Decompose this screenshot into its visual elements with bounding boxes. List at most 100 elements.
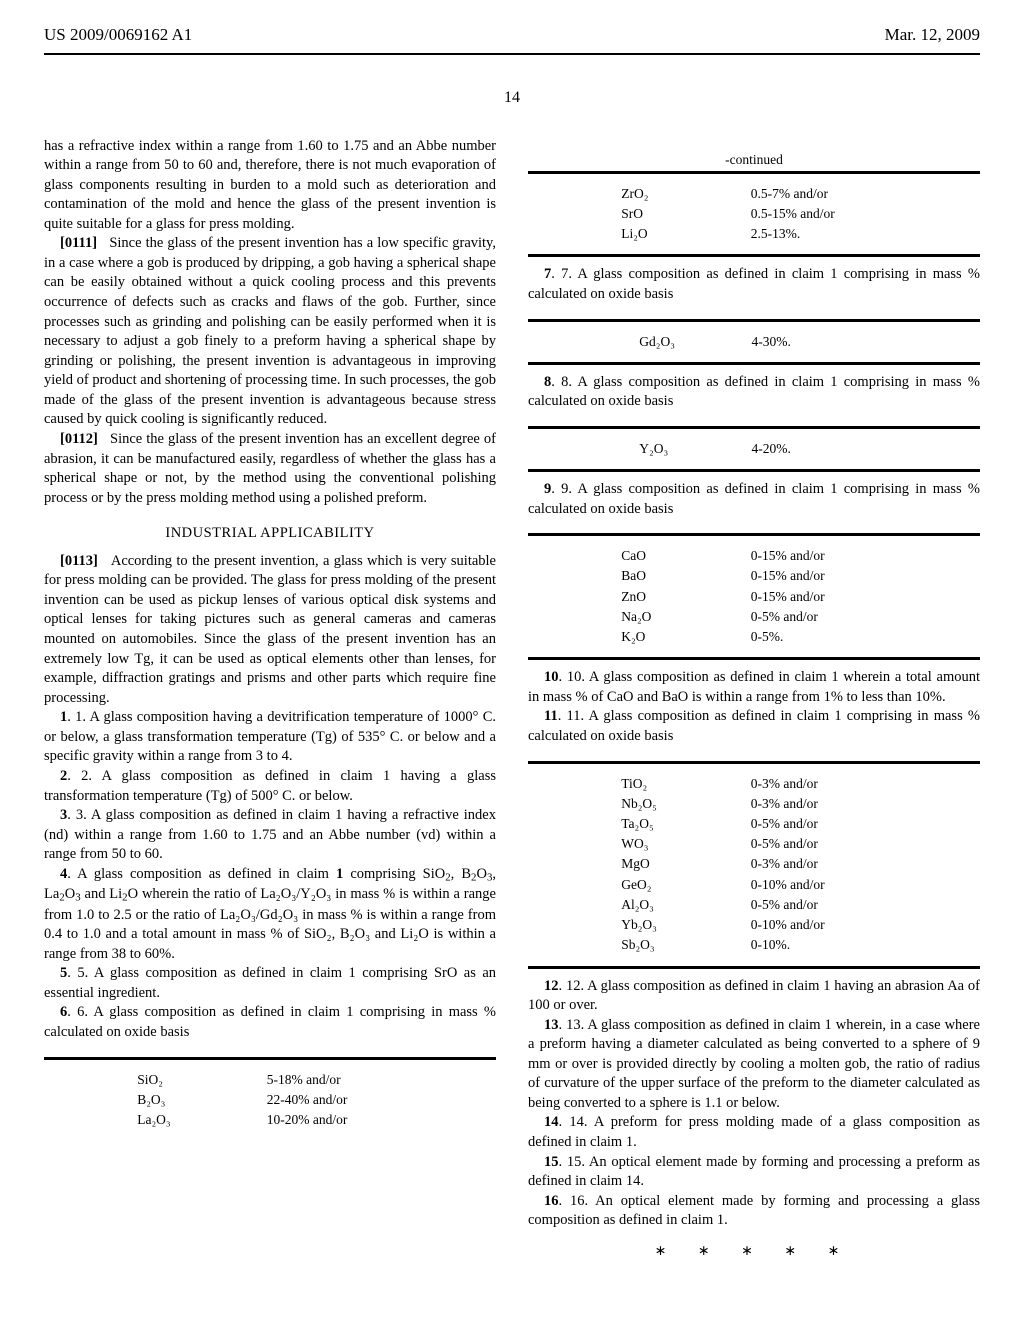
cell: 0-10%. (747, 935, 935, 955)
cell: 0-5% and/or (747, 814, 935, 834)
table-row: GeO₂0-10% and/or (573, 875, 935, 895)
cell: SiO₂ (89, 1070, 263, 1090)
cell: K₂O (573, 627, 747, 647)
table-claim-6: SiO₂5-18% and/or B₂O₃22-40% and/or La₂O₃… (44, 1057, 496, 1131)
cell: 0-15% and/or (747, 566, 935, 586)
cell: Ta₂O₅ (573, 814, 747, 834)
claim-text: wherein the ratio of La₂O₃/Y₂O₃ in mass … (44, 886, 496, 962)
publication-date: Mar. 12, 2009 (885, 24, 980, 47)
table-row: Na₂O0-5% and/or (573, 607, 935, 627)
claim-12: 12. 12. A glass composition as defined i… (528, 977, 980, 1016)
claim-5: 5. 5. A glass composition as defined in … (44, 964, 496, 1003)
table-row: WO₃0-5% and/or (573, 834, 935, 854)
composition-table: Gd₂O₃4-30%. (591, 332, 916, 352)
claim-text: 7. A glass composition as defined in cla… (528, 266, 980, 302)
right-column: -continued ZrO₂0.5-7% and/or SrO0.5-15% … (528, 137, 980, 1262)
cell: SrO (573, 204, 747, 224)
cell: 0-3% and/or (747, 794, 935, 814)
claim-text: 14. A preform for press molding made of … (528, 1114, 980, 1150)
claim-2: 2. 2. A glass composition as defined in … (44, 767, 496, 806)
claim-text: 1. A glass composition having a devitrif… (44, 709, 496, 764)
claim-7: 7. 7. A glass composition as defined in … (528, 265, 980, 304)
cell: 22-40% and/or (263, 1090, 451, 1110)
claim-text: 6. A glass composition as defined in cla… (44, 1004, 496, 1040)
table-row: Y₂O₃4-20%. (591, 439, 916, 459)
table-row: Sb₂O₃0-10%. (573, 935, 935, 955)
table-row: ZrO₂0.5-7% and/or (573, 184, 935, 204)
paragraph-label: [0112] (60, 431, 98, 447)
table-row: SiO₂5-18% and/or (89, 1070, 451, 1090)
table-row: MgO0-3% and/or (573, 854, 935, 874)
table-row: ZnO0-15% and/or (573, 587, 935, 607)
end-stars: ∗ ∗ ∗ ∗ ∗ (528, 1243, 980, 1262)
left-column: has a refractive index within a range fr… (44, 137, 496, 1262)
claim-text: 2. A glass composition as defined in cla… (44, 768, 496, 804)
two-column-layout: has a refractive index within a range fr… (44, 137, 980, 1262)
cell: TiO₂ (573, 774, 747, 794)
claim-9: 9. 9. A glass composition as defined in … (528, 480, 980, 519)
table-continued-label: -continued (528, 151, 980, 169)
claim-1: 1. 1. A glass composition having a devit… (44, 708, 496, 767)
header-rule (44, 53, 980, 55)
cell: La₂O₃ (89, 1110, 263, 1130)
cell: 0.5-7% and/or (747, 184, 935, 204)
claim-text: 10. A glass composition as defined in cl… (528, 669, 980, 705)
composition-table: TiO₂0-3% and/or Nb₂O₅0-3% and/or Ta₂O₅0-… (573, 774, 935, 956)
cell: MgO (573, 854, 747, 874)
table-row: BaO0-15% and/or (573, 566, 935, 586)
cell: 0-10% and/or (747, 875, 935, 895)
paragraph-text: Since the glass of the present invention… (44, 235, 496, 427)
composition-table: SiO₂5-18% and/or B₂O₃22-40% and/or La₂O₃… (89, 1070, 451, 1131)
paragraph-0111: [0111] Since the glass of the present in… (44, 234, 496, 430)
cell: Y₂O₃ (591, 439, 747, 459)
paragraph-0112: [0112] Since the glass of the present in… (44, 430, 496, 508)
cell: 0-15% and/or (747, 587, 935, 607)
claim-13: 13. 13. A glass composition as defined i… (528, 1016, 980, 1114)
table-claim-6-continued: -continued ZrO₂0.5-7% and/or SrO0.5-15% … (528, 151, 980, 258)
cell: BaO (573, 566, 747, 586)
table-row: TiO₂0-3% and/or (573, 774, 935, 794)
cell: 0.5-15% and/or (747, 204, 935, 224)
claim-text: 9. A glass composition as defined in cla… (528, 481, 980, 517)
claim-text: 15. An optical element made by forming a… (528, 1154, 980, 1190)
table-claim-8: Y₂O₃4-20%. (528, 426, 980, 472)
table-row: Yb₂O₃0-10% and/or (573, 915, 935, 935)
cell: 0-5% and/or (747, 895, 935, 915)
claim-text: 12. A glass composition as defined in cl… (528, 978, 980, 1014)
table-row: SrO0.5-15% and/or (573, 204, 935, 224)
claim-text: 5. A glass composition as defined in cla… (44, 965, 496, 1001)
claim-14: 14. 14. A preform for press molding made… (528, 1113, 980, 1152)
claim-6: 6. 6. A glass composition as defined in … (44, 1003, 496, 1042)
cell: 0-5% and/or (747, 834, 935, 854)
cell: CaO (573, 546, 747, 566)
table-claim-11: TiO₂0-3% and/or Nb₂O₅0-3% and/or Ta₂O₅0-… (528, 761, 980, 969)
paragraph-hangover: has a refractive index within a range fr… (44, 137, 496, 235)
section-title-industrial: INDUSTRIAL APPLICABILITY (44, 524, 496, 544)
composition-table: Y₂O₃4-20%. (591, 439, 916, 459)
composition-table: CaO0-15% and/or BaO0-15% and/or ZnO0-15%… (573, 546, 935, 647)
claim-text: 3. A glass composition as defined in cla… (44, 807, 496, 862)
cell: GeO₂ (573, 875, 747, 895)
table-row: Al₂O₃0-5% and/or (573, 895, 935, 915)
claim-11: 11. 11. A glass composition as defined i… (528, 707, 980, 746)
cell: 0-10% and/or (747, 915, 935, 935)
page-header: US 2009/0069162 A1 Mar. 12, 2009 (44, 24, 980, 47)
cell: Li₂O (573, 224, 747, 244)
claim-text: 8. A glass composition as defined in cla… (528, 374, 980, 410)
cell: ZnO (573, 587, 747, 607)
cell: Sb₂O₃ (573, 935, 747, 955)
claim-text: 11. A glass composition as defined in cl… (528, 708, 980, 744)
cell: ZrO₂ (573, 184, 747, 204)
table-row: Li₂O2.5-13%. (573, 224, 935, 244)
cell: 2.5-13%. (747, 224, 935, 244)
paragraph-text: Since the glass of the present invention… (44, 431, 496, 506)
cell: 0-3% and/or (747, 854, 935, 874)
claim-3: 3. 3. A glass composition as defined in … (44, 806, 496, 865)
paragraph-0113: [0113] According to the present inventio… (44, 552, 496, 709)
cell: WO₃ (573, 834, 747, 854)
cell: 0-3% and/or (747, 774, 935, 794)
cell: 0-15% and/or (747, 546, 935, 566)
table-row: La₂O₃10-20% and/or (89, 1110, 451, 1130)
cell: Nb₂O₅ (573, 794, 747, 814)
table-row: Gd₂O₃4-30%. (591, 332, 916, 352)
